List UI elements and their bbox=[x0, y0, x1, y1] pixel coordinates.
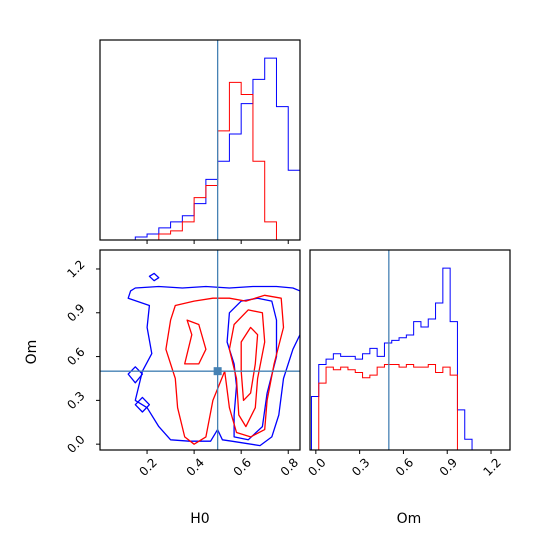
x-tick-label: 0.9 bbox=[437, 455, 460, 478]
histogram-om-blue bbox=[310, 267, 480, 450]
y-axis-label-om: Om bbox=[24, 340, 40, 365]
y-tick-label: 0.6 bbox=[64, 345, 87, 368]
panel-frame bbox=[309, 249, 511, 451]
x-axis-label-h0: H0 bbox=[190, 511, 209, 527]
x-tick-label: 1.2 bbox=[480, 455, 503, 478]
contour-blue-island-1 bbox=[148, 272, 160, 282]
panel-frame bbox=[99, 39, 301, 241]
x-tick-label: 0.0 bbox=[305, 455, 328, 478]
x-tick-label: 0.6 bbox=[393, 455, 416, 478]
panel-h0-histogram bbox=[99, 39, 301, 244]
y-tick-label: 0.3 bbox=[64, 389, 87, 412]
contour-blue-outer bbox=[127, 285, 300, 447]
y-tick-label: 1.2 bbox=[64, 257, 87, 280]
contour-red-mid bbox=[228, 309, 266, 428]
x-tick-label: 0.2 bbox=[137, 455, 160, 478]
histogram-om-red bbox=[311, 363, 480, 450]
panel-om-histogram: 0.0 0.3 0.6 0.9 1.2 bbox=[305, 249, 511, 479]
panel-frame bbox=[99, 249, 301, 451]
y-tick-label: 0.0 bbox=[64, 432, 87, 455]
contour-red-left-blob bbox=[184, 319, 207, 365]
x-tick-label: 0.3 bbox=[349, 455, 372, 478]
truth-marker bbox=[213, 367, 222, 376]
contour-red-inner bbox=[240, 326, 259, 402]
x-axis-label-om: Om bbox=[397, 511, 422, 527]
contour-red-outer bbox=[165, 294, 285, 445]
x-tick-label: 0.6 bbox=[231, 455, 254, 478]
contour-blue-island-3 bbox=[134, 396, 151, 413]
panel-h0-om-contour: 0.2 0.4 0.6 0.8 0.0 0.3 0.6 0.9 1.2 bbox=[64, 249, 301, 479]
x-tick-label: 0.4 bbox=[184, 455, 207, 478]
y-tick-label: 0.9 bbox=[64, 301, 87, 324]
x-tick-label: 0.8 bbox=[278, 455, 301, 478]
contour-blue-island-2 bbox=[127, 366, 144, 384]
